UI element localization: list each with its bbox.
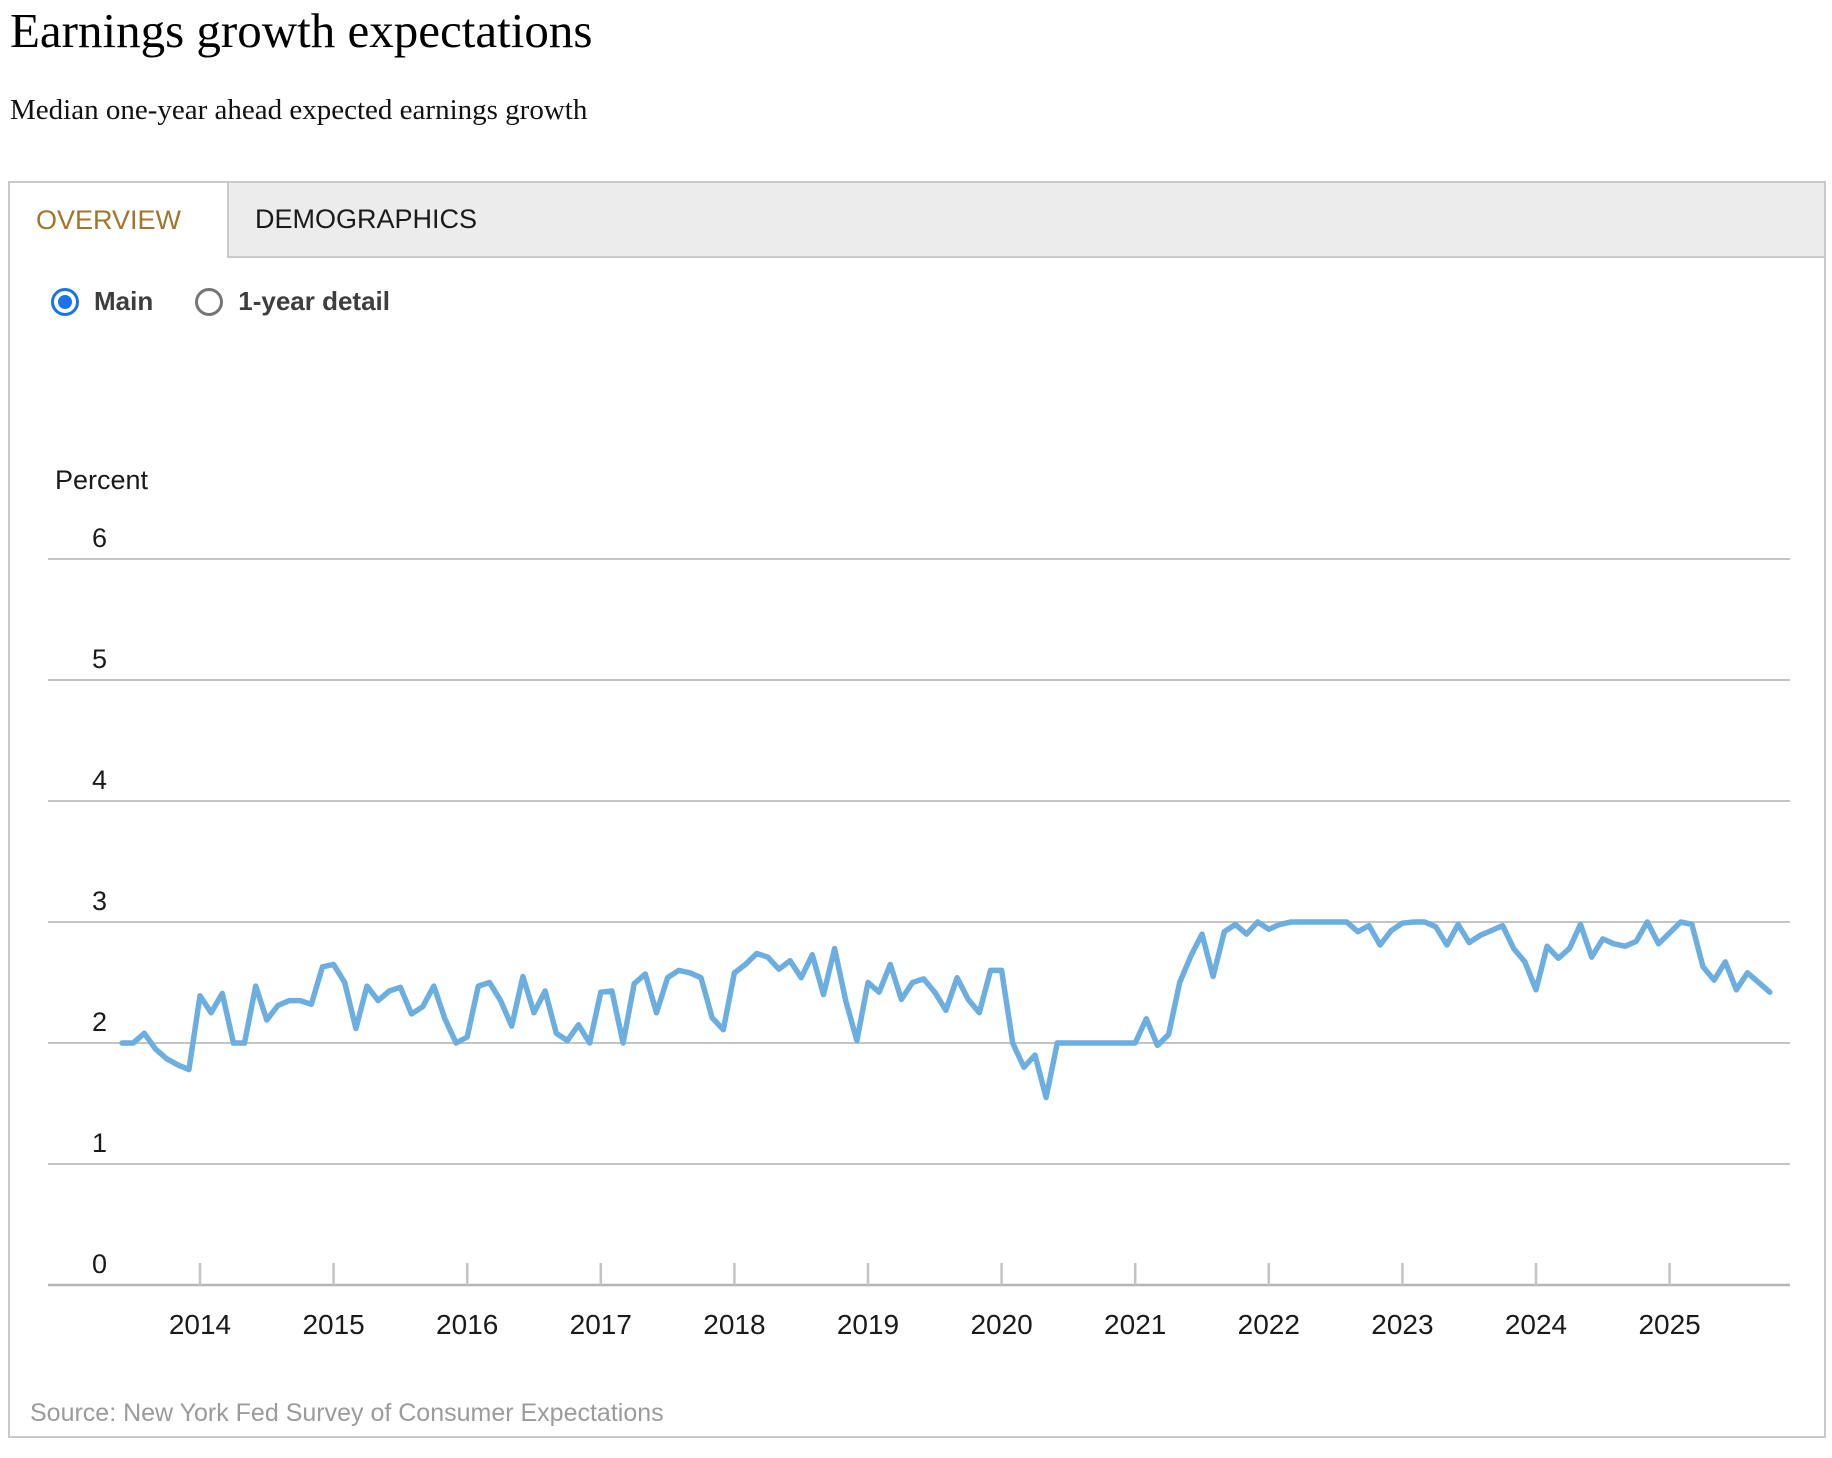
page-subtitle: Median one-year ahead expected earnings … — [10, 94, 588, 126]
radio-main-selected-icon[interactable] — [51, 287, 79, 316]
tab-overview[interactable]: OVERVIEW — [10, 183, 229, 258]
page-title: Earnings growth expectations — [10, 3, 593, 58]
radio-1-year-detail-icon[interactable] — [195, 287, 224, 316]
tab-bar: OVERVIEW DEMOGRAPHICS — [10, 183, 1824, 258]
radio-1-year-detail-label: 1-year detail — [238, 286, 390, 316]
chart-panel: OVERVIEW DEMOGRAPHICS Main 1-year detail… — [8, 181, 1826, 1438]
tab-demographics[interactable]: DEMOGRAPHICS — [255, 183, 477, 256]
tab-demographics-label: DEMOGRAPHICS — [255, 204, 478, 234]
radio-main[interactable]: Main — [51, 286, 153, 317]
radio-main-label: Main — [94, 286, 154, 316]
tab-overview-label: OVERVIEW — [36, 205, 182, 235]
source-note: Source: New York Fed Survey of Consumer … — [30, 1399, 664, 1427]
view-radio-group: Main 1-year detail — [51, 286, 390, 317]
radio-1-year-detail[interactable]: 1-year detail — [195, 286, 390, 317]
